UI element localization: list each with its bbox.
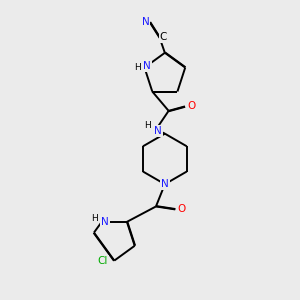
Text: N: N [143, 61, 151, 71]
Text: Cl: Cl [98, 256, 108, 266]
Text: O: O [178, 204, 186, 214]
Text: N: N [142, 17, 149, 27]
Text: N: N [101, 217, 109, 227]
Text: H: H [144, 121, 151, 130]
Text: H: H [135, 63, 141, 72]
Text: H: H [91, 214, 98, 224]
Text: C: C [160, 32, 167, 42]
Text: O: O [188, 101, 196, 111]
Text: N: N [154, 126, 161, 136]
Text: N: N [161, 179, 169, 189]
